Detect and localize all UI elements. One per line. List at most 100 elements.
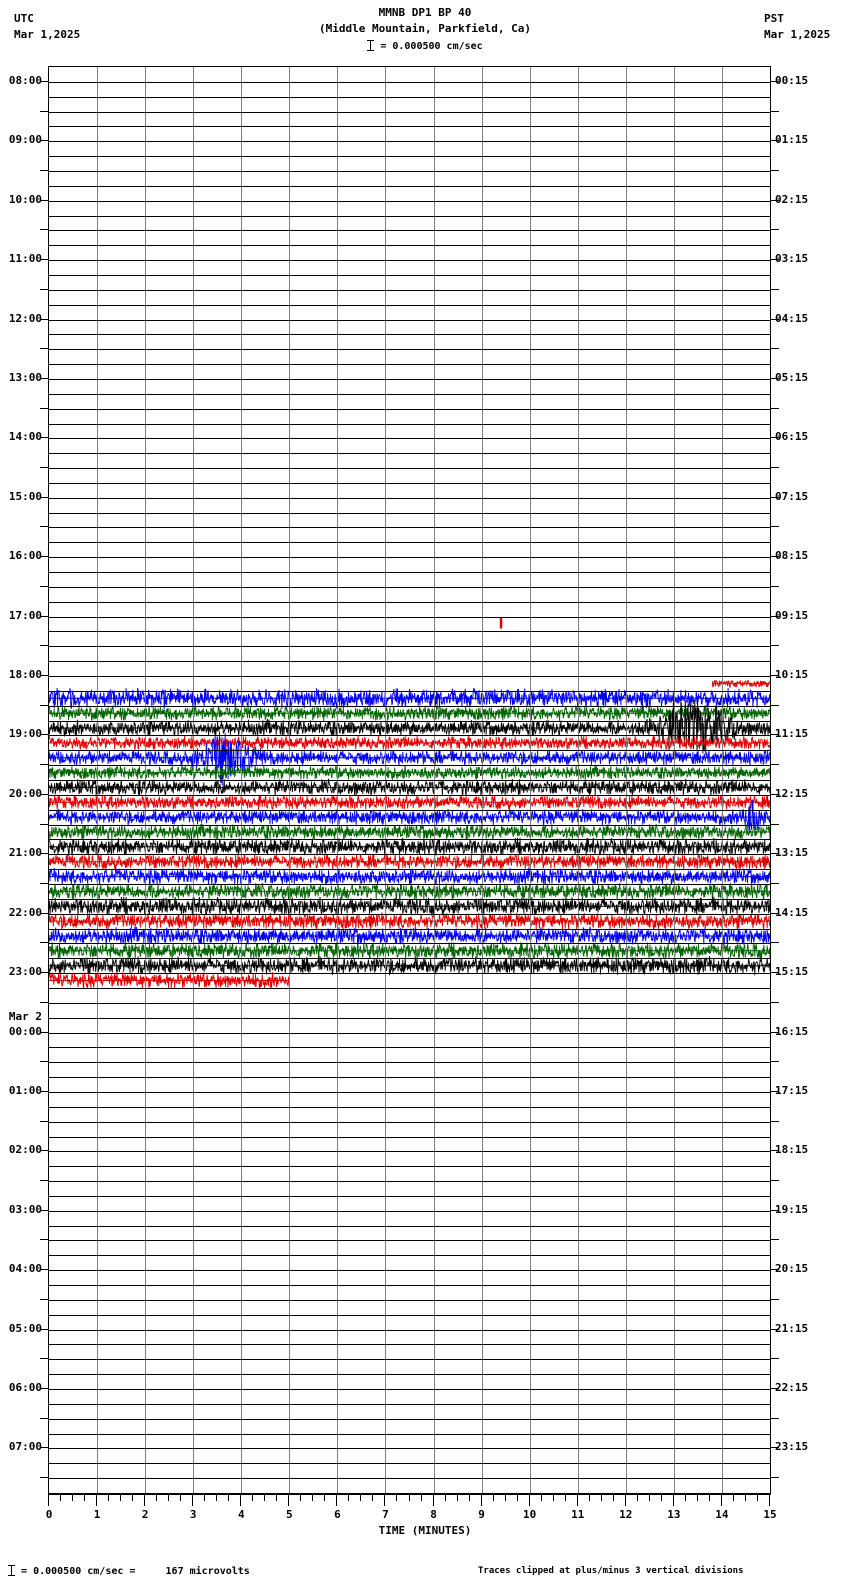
axis-tick [40, 259, 48, 260]
axis-tick [40, 1150, 48, 1151]
pst-time-label: 04:15 [775, 311, 809, 325]
x-axis-labels: 0 1 2 3 4 5 6 7 8 9 10 11 12 13 14 15 [0, 1508, 850, 1522]
horizontal-gridline [49, 587, 770, 588]
scale-bar-icon [367, 40, 375, 51]
pst-time-label: 11:15 [775, 727, 809, 741]
x-tick-major [144, 1495, 145, 1506]
pst-time-label: 05:15 [775, 370, 809, 384]
axis-tick [40, 1418, 48, 1419]
utc-time-label: 08:00 [8, 73, 42, 87]
pst-time-label: 20:15 [775, 1262, 809, 1276]
horizontal-gridline [49, 1359, 770, 1360]
horizontal-gridline [49, 364, 770, 365]
horizontal-gridline [49, 349, 770, 350]
utc-time-label: 00:00 [8, 1024, 42, 1038]
x-tick-minor [204, 1495, 205, 1501]
x-tick-major [48, 1495, 49, 1506]
axis-tick [771, 853, 779, 854]
horizontal-gridline [49, 1434, 770, 1435]
axis-tick [40, 616, 48, 617]
horizontal-gridline [49, 1344, 770, 1345]
axis-tick [771, 526, 779, 527]
axis-tick [40, 586, 48, 587]
seismic-trace [48, 731, 771, 786]
x-tick-minor [276, 1495, 277, 1501]
axis-tick [771, 467, 779, 468]
horizontal-gridline [49, 186, 770, 187]
x-tick-minor [469, 1495, 470, 1501]
x-tick-label: 4 [237, 1508, 245, 1521]
utc-time-label: 06:00 [8, 1381, 42, 1395]
axis-tick [771, 1150, 779, 1151]
axis-tick [40, 1180, 48, 1181]
utc-time-label: 03:00 [8, 1202, 42, 1216]
x-tick-major [192, 1495, 193, 1506]
horizontal-gridline [49, 988, 770, 989]
horizontal-gridline [49, 854, 770, 855]
axis-tick [771, 81, 779, 82]
x-tick-minor [589, 1495, 590, 1501]
axis-tick [771, 408, 779, 409]
axis-tick [771, 170, 779, 171]
x-tick-label: 11 [571, 1508, 585, 1521]
utc-label: UTC [14, 12, 34, 25]
horizontal-gridline [49, 780, 770, 781]
x-tick-minor [709, 1495, 710, 1501]
horizontal-gridline [49, 1255, 770, 1256]
axis-tick [40, 1269, 48, 1270]
pst-time-label: 22:15 [775, 1381, 809, 1395]
pst-time-label: 10:15 [775, 668, 809, 682]
horizontal-gridline [49, 869, 770, 870]
seismic-trace [48, 911, 771, 931]
pst-time-label: 08:15 [775, 549, 809, 563]
horizontal-gridline [49, 899, 770, 900]
horizontal-gridline [49, 424, 770, 425]
horizontal-gridline [49, 290, 770, 291]
x-tick-minor [72, 1495, 73, 1501]
utc-date: Mar 1,2025 [14, 28, 81, 41]
axis-tick [40, 1061, 48, 1062]
x-tick-minor [216, 1495, 217, 1501]
horizontal-gridline [49, 1404, 770, 1405]
horizontal-gridline [49, 527, 770, 528]
horizontal-gridline [49, 453, 770, 454]
horizontal-gridline [49, 676, 770, 677]
isolated-event-mark [499, 617, 503, 629]
axis-tick [771, 1061, 779, 1062]
axis-tick [40, 1210, 48, 1211]
page-subtitle: (Middle Mountain, Parkfield, Ca) [319, 22, 531, 35]
horizontal-gridline [49, 468, 770, 469]
horizontal-gridline [49, 617, 770, 618]
x-tick-label: 13 [667, 1508, 681, 1521]
axis-tick [40, 378, 48, 379]
horizontal-gridline [49, 201, 770, 202]
x-tick-minor [228, 1495, 229, 1501]
horizontal-gridline [49, 1374, 770, 1375]
horizontal-gridline [49, 765, 770, 766]
axis-tick [40, 972, 48, 973]
axis-tick [771, 1418, 779, 1419]
horizontal-gridline [49, 1389, 770, 1390]
x-tick-minor [541, 1495, 542, 1501]
pst-time-label: 03:15 [775, 252, 809, 266]
axis-tick [771, 497, 779, 498]
x-tick-major [721, 1495, 722, 1506]
axis-tick [771, 1210, 779, 1211]
axis-tick [40, 170, 48, 171]
axis-tick [40, 734, 48, 735]
horizontal-gridline [49, 1033, 770, 1034]
horizontal-gridline [49, 483, 770, 484]
horizontal-gridline [49, 646, 770, 647]
axis-tick [40, 764, 48, 765]
horizontal-gridline [49, 839, 770, 840]
utc-time-label: 15:00 [8, 489, 42, 503]
utc-time-label: 11:00 [8, 252, 42, 266]
x-tick-minor [360, 1495, 361, 1501]
seismic-trace [48, 799, 771, 836]
utc-time-label: 14:00 [8, 430, 42, 444]
horizontal-gridline [49, 542, 770, 543]
axis-tick [771, 1388, 779, 1389]
seismic-trace [48, 699, 771, 755]
axis-tick [40, 1239, 48, 1240]
axis-tick [40, 200, 48, 201]
